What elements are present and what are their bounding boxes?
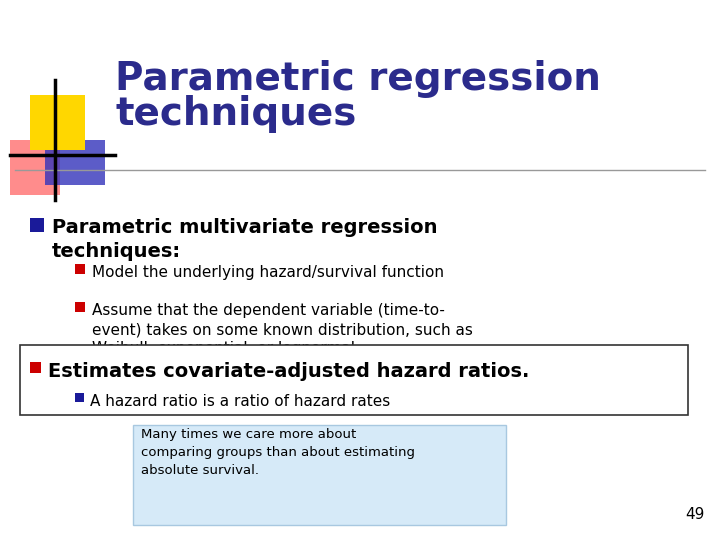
Text: Parametric multivariate regression
techniques:: Parametric multivariate regression techn… [52,218,438,261]
Bar [30,218,44,232]
Text: 49: 49 [685,507,705,522]
Text: Assume that the dependent variable (time-to-
event) takes on some known distribu: Assume that the dependent variable (time… [92,303,473,356]
Bar [75,360,85,370]
Bar [30,362,41,373]
Bar [20,345,688,415]
Text: Many times we care more about
comparing groups than about estimating
absolute su: Many times we care more about comparing … [141,428,415,477]
Text: of these distributions (e.g.,: of these distributions (e.g., [220,361,432,376]
Text: baseline hazard function): baseline hazard function) [92,378,287,393]
Bar [45,140,105,185]
Text: Estimates covariate-adjusted hazard ratios.: Estimates covariate-adjusted hazard rati… [48,362,529,381]
Text: Parametric regression: Parametric regression [115,60,601,98]
Bar [10,140,60,195]
Text: A hazard ratio is a ratio of hazard rates: A hazard ratio is a ratio of hazard rate… [90,394,390,409]
Bar [30,95,85,150]
Bar [75,393,84,402]
Bar [75,302,85,312]
Bar [75,264,85,274]
Text: Estimates: Estimates [92,361,173,376]
Bar [133,425,506,525]
Text: Model the underlying hazard/survival function: Model the underlying hazard/survival fun… [92,265,444,280]
Text: techniques: techniques [115,95,356,133]
Text: parameters: parameters [154,361,243,376]
